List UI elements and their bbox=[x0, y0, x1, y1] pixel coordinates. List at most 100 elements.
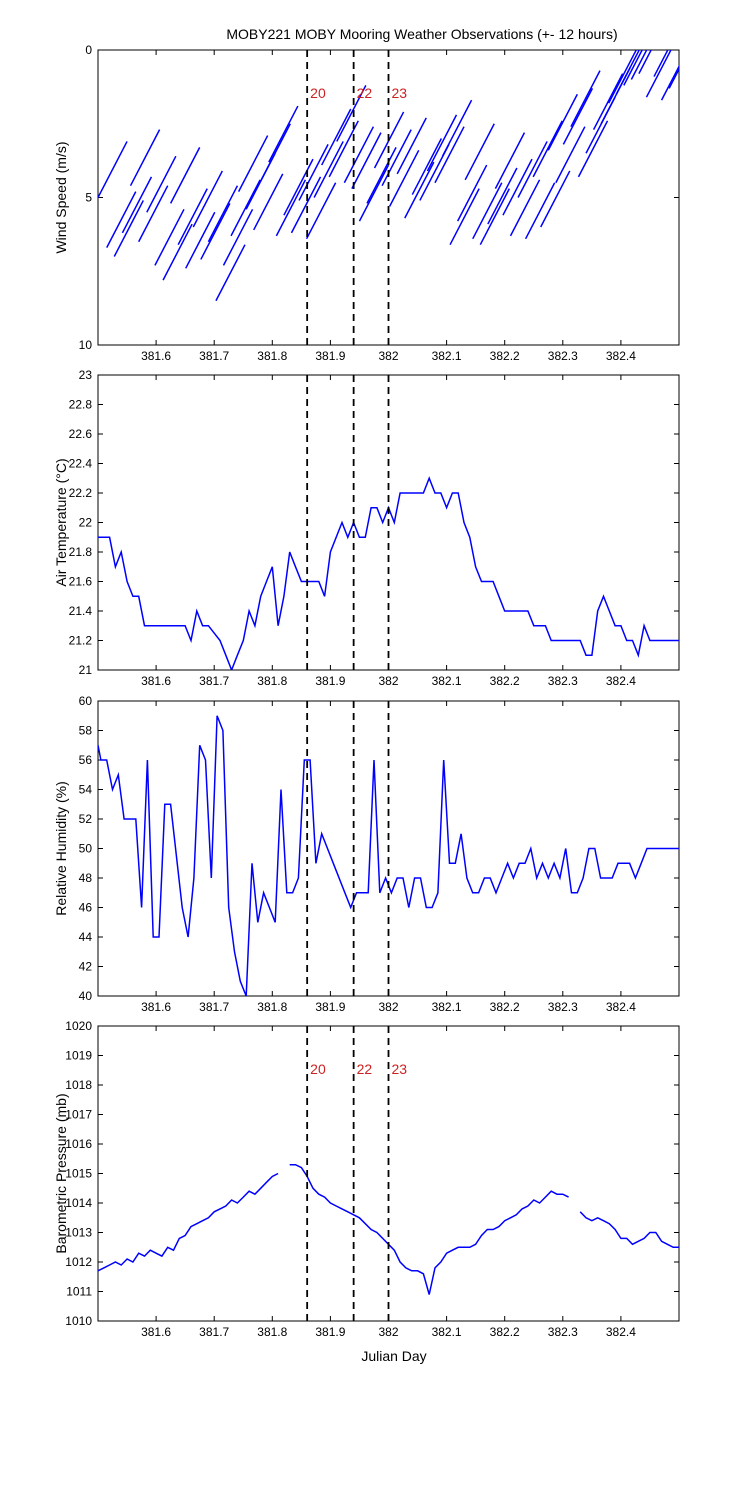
wind-stick bbox=[472, 182, 503, 240]
air-temperature-y-tick-label: 22.8 bbox=[69, 398, 93, 412]
wind-stick bbox=[290, 176, 322, 234]
wind-stick bbox=[351, 132, 382, 189]
wind-stick bbox=[253, 173, 284, 231]
wind-stick bbox=[207, 185, 239, 243]
relative-humidity-y-tick-label: 40 bbox=[79, 989, 93, 1003]
barometric-pressure-x-tick-label: 381.7 bbox=[199, 1325, 229, 1339]
wind-stick bbox=[479, 188, 511, 246]
wind-speed-marker-label: 23 bbox=[392, 85, 408, 101]
relative-humidity-y-tick-label: 44 bbox=[79, 930, 93, 944]
air-temperature-y-tick-label: 22.6 bbox=[69, 427, 93, 441]
air-temperature-x-tick-label: 381.9 bbox=[315, 674, 345, 688]
wind-stick bbox=[185, 211, 216, 269]
air-temperature-y-tick-label: 22 bbox=[79, 516, 93, 530]
wind-stick bbox=[275, 179, 307, 237]
wind-stick bbox=[358, 164, 390, 222]
barometric-pressure-y-tick-label: 1011 bbox=[66, 1285, 92, 1299]
wind-speed-x-tick-label: 382.2 bbox=[490, 349, 520, 363]
barometric-pressure-y-tick-label: 1017 bbox=[65, 1108, 92, 1122]
wind-stick bbox=[562, 88, 594, 145]
air-temperature-y-tick-label: 21.8 bbox=[69, 545, 93, 559]
air-temperature-y-tick-label: 21.6 bbox=[69, 575, 93, 589]
wind-stick bbox=[426, 114, 458, 172]
wind-stick bbox=[200, 203, 231, 260]
relative-humidity-y-tick-label: 42 bbox=[79, 960, 93, 974]
wind-stick bbox=[129, 129, 161, 187]
barometric-pressure-x-tick-label: 382.3 bbox=[548, 1325, 578, 1339]
relative-humidity-x-tick-label: 381.7 bbox=[199, 1000, 229, 1014]
wind-stick bbox=[305, 182, 337, 240]
barometric-pressure-y-tick-label: 1016 bbox=[65, 1137, 92, 1151]
wind-stick bbox=[570, 70, 601, 128]
relative-humidity-x-tick-label: 382.3 bbox=[548, 1000, 578, 1014]
relative-humidity-x-tick-label: 381.9 bbox=[315, 1000, 345, 1014]
wind-stick bbox=[106, 191, 137, 248]
x-axis-label: Julian Day bbox=[361, 1348, 426, 1364]
barometric-pressure-y-axis-label: Barometric Pressure (mb) bbox=[53, 1093, 69, 1253]
barometric-pressure-marker-label: 22 bbox=[357, 1061, 373, 1077]
wind-stick bbox=[313, 141, 344, 198]
wind-stick bbox=[404, 161, 435, 219]
relative-humidity-y-tick-label: 60 bbox=[79, 694, 93, 708]
wind-stick bbox=[645, 50, 672, 98]
barometric-pressure-series-line bbox=[289, 1163, 569, 1295]
wind-stick bbox=[237, 135, 269, 192]
wind-stick bbox=[260, 123, 291, 181]
wind-stick bbox=[328, 120, 359, 178]
air-temperature-data bbox=[98, 476, 679, 670]
barometric-pressure-x-tick-label: 382.1 bbox=[432, 1325, 462, 1339]
wind-speed-marker-label: 22 bbox=[357, 85, 373, 101]
relative-humidity-y-tick-label: 54 bbox=[79, 783, 93, 797]
barometric-pressure-data bbox=[98, 1163, 679, 1295]
barometric-pressure-y-tick-label: 1013 bbox=[65, 1226, 92, 1240]
barometric-pressure-y-tick-label: 1010 bbox=[65, 1314, 92, 1328]
wind-stick bbox=[366, 147, 397, 204]
wind-speed-x-tick-label: 381.7 bbox=[199, 349, 229, 363]
wind-speed-x-tick-label: 382.4 bbox=[606, 349, 636, 363]
wind-stick bbox=[441, 99, 473, 157]
air-temperature-y-tick-label: 21 bbox=[79, 663, 93, 677]
relative-humidity-series-line bbox=[98, 715, 679, 996]
wind-stick bbox=[215, 244, 246, 302]
wind-stick bbox=[487, 167, 518, 225]
wind-stick bbox=[411, 138, 443, 195]
wind-speed-marker-label: 20 bbox=[310, 85, 326, 101]
wind-stick bbox=[449, 188, 480, 246]
wind-speed-x-tick-label: 381.9 bbox=[315, 349, 345, 363]
relative-humidity-data bbox=[98, 715, 679, 996]
barometric-pressure-x-tick-label: 382.2 bbox=[490, 1325, 520, 1339]
wind-stick bbox=[283, 158, 314, 216]
barometric-pressure-y-tick-label: 1018 bbox=[65, 1078, 92, 1092]
barometric-pressure-y-tick-label: 1020 bbox=[65, 1019, 92, 1033]
wind-stick bbox=[540, 170, 571, 228]
barometric-pressure-marker-label: 23 bbox=[392, 1061, 408, 1077]
barometric-pressure-x-tick-label: 382 bbox=[378, 1325, 398, 1339]
barometric-pressure-x-tick-label: 382.4 bbox=[606, 1325, 636, 1339]
barometric-pressure-y-tick-label: 1014 bbox=[65, 1196, 92, 1210]
air-temperature-y-axis-label: Air Temperature (°C) bbox=[53, 458, 69, 586]
wind-stick bbox=[222, 208, 254, 266]
wind-stick bbox=[623, 50, 643, 86]
relative-humidity-y-axis-label: Relative Humidity (%) bbox=[53, 781, 69, 916]
air-temperature-x-tick-label: 382.4 bbox=[606, 674, 636, 688]
relative-humidity-panel: 381.6 381.7 381.8 381.9 382 382.1 382.2 382.3 38… bbox=[53, 694, 680, 1014]
wind-stick bbox=[169, 147, 201, 204]
wind-stick bbox=[524, 182, 556, 240]
wind-stick bbox=[298, 144, 329, 201]
wind-stick bbox=[608, 50, 638, 104]
air-temperature-x-tick-label: 382.1 bbox=[432, 674, 462, 688]
wind-stick bbox=[653, 50, 669, 77]
wind-speed-y-tick-label: 10 bbox=[79, 338, 93, 352]
air-temperature-y-tick-label: 23 bbox=[79, 368, 93, 382]
air-temperature-series-line bbox=[98, 476, 679, 670]
wind-stick bbox=[517, 141, 548, 198]
wind-speed-y-tick-label: 0 bbox=[85, 43, 92, 57]
wind-stick bbox=[509, 179, 541, 237]
barometric-pressure-series-line bbox=[98, 1172, 279, 1272]
air-temperature-x-tick-label: 381.8 bbox=[257, 674, 287, 688]
barometric-pressure-marker-label: 20 bbox=[310, 1061, 326, 1077]
wind-stick bbox=[98, 141, 128, 198]
barometric-pressure-y-tick-label: 1012 bbox=[65, 1255, 92, 1269]
air-temperature-x-tick-label: 382 bbox=[378, 674, 398, 688]
